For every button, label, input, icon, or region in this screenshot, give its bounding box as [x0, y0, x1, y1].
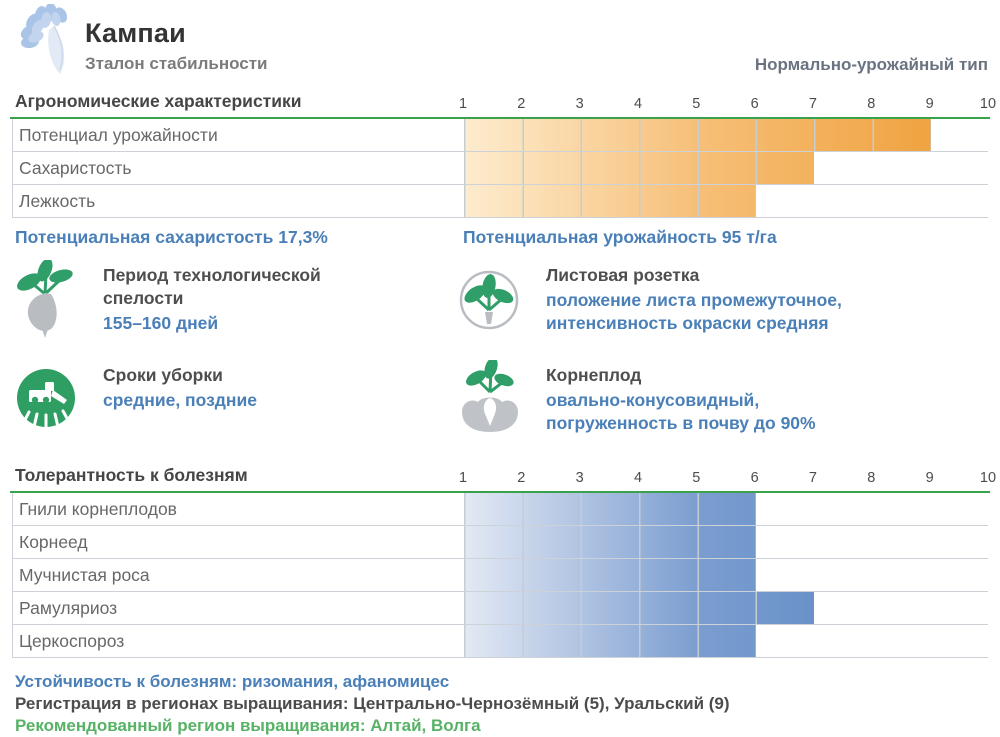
agronomic-rows: Потенциал урожайности Сахаристость Лежкост… — [12, 119, 988, 218]
scale-tick: 10 — [979, 470, 997, 486]
feature-title: Сроки уборки — [103, 365, 223, 385]
scale-tick: 4 — [633, 470, 643, 486]
harvester-icon — [17, 369, 75, 430]
beet-icon — [17, 260, 73, 338]
bar-gridlines — [464, 152, 814, 184]
table-row: Церкоспороз — [13, 625, 988, 658]
bar-gridlines — [464, 493, 756, 525]
bar-gridlines — [464, 559, 756, 591]
scale-tick: 3 — [575, 96, 584, 112]
variety-slogan: Зталон стабильности — [85, 54, 268, 73]
scale-tick: 8 — [867, 96, 876, 112]
green-rule — [10, 117, 990, 119]
feature-rosette: Листовая розетка положение листа промежу… — [448, 260, 980, 360]
scale-tick: 4 — [633, 96, 643, 112]
registration-regions-text: Регистрация в регионах выращивания: Цент… — [15, 694, 730, 713]
disease-chart-section: Толерантность к болезням 1 2 3 4 5 6 7 8 9 10 Гни… — [0, 460, 1000, 658]
feature-text: Листовая розетка положение листа промежу… — [546, 260, 842, 334]
feature-text: Сроки уборки средние, поздние — [103, 360, 257, 412]
yield-type-label: Нормально-урожайный тип — [754, 55, 988, 74]
footer: Устойчивость к болезням: ризомания, афан… — [15, 671, 1000, 737]
feature-grid: Период технологической спелости 155–160 … — [0, 260, 1000, 460]
rating-bar — [464, 119, 931, 151]
disease-resistance-text: Устойчивость к болезням: ризомания, афан… — [15, 672, 450, 691]
scale-tick: 5 — [692, 470, 701, 486]
feature-root: Корнеплод овально-конусовидный, погружен… — [448, 360, 980, 460]
section-title: Толерантность к болезням — [15, 465, 248, 485]
rating-bar — [464, 493, 756, 525]
scale-tick: 2 — [517, 470, 526, 486]
scale-tick: 6 — [750, 470, 759, 486]
scale-tick: 7 — [808, 96, 818, 112]
scale-tick: 7 — [808, 470, 818, 486]
row-label: Церкоспороз — [19, 631, 125, 651]
scale-tick: 3 — [575, 470, 584, 486]
feature-text: Период технологической спелости 155–160 … — [103, 260, 321, 334]
disease-chart-header: Толерантность к болезням 1 2 3 4 5 6 7 8 9 10 — [0, 460, 1000, 491]
rating-bar — [464, 592, 814, 624]
feature-harvest: Сроки уборки средние, поздние — [0, 360, 448, 460]
bar-gridlines — [464, 185, 756, 217]
rating-bar — [464, 185, 756, 217]
row-label: Лежкость — [19, 191, 96, 211]
feature-title: Листовая розетка — [546, 265, 700, 285]
scale-tick: 1 — [458, 470, 468, 486]
feature-value: овально-конусовидный, погруженность в по… — [546, 389, 816, 433]
feature-maturity: Период технологической спелости 155–160 … — [0, 260, 448, 360]
feature-value: средние, поздние — [103, 389, 257, 410]
table-row: Рамуляриоз — [13, 592, 988, 625]
table-row: Гнили корнеплодов — [13, 493, 988, 526]
variety-name: Кампаи — [85, 18, 186, 48]
feature-title: Корнеплод — [546, 365, 642, 385]
recommended-regions-text: Рекомендованный регион выращивания: Алта… — [15, 716, 481, 735]
disease-rows: Гнили корнеплодов Корнеед Мучнистая роса Ра… — [12, 493, 988, 658]
table-row: Сахаристость — [13, 152, 988, 185]
row-label: Сахаристость — [19, 158, 132, 178]
table-row: Потенциал урожайности — [13, 119, 988, 152]
scale-tick: 9 — [925, 470, 934, 486]
table-row: Лежкость — [13, 185, 988, 218]
agronomic-chart-header: Агрономические характеристики 1 2 3 4 5 6 7 8 9 1… — [0, 86, 1000, 117]
feature-value: 155–160 дней — [103, 312, 219, 333]
scale-tick: 9 — [925, 96, 934, 112]
root-in-soil-icon — [462, 360, 518, 432]
feature-text: Корнеплод овально-конусовидный, погружен… — [546, 360, 816, 434]
row-label: Мучнистая роса — [19, 565, 150, 585]
section-title: Агрономические характеристики — [15, 91, 302, 111]
rating-bar — [464, 526, 756, 558]
row-label: Рамуляриоз — [19, 598, 118, 618]
scale-tick: 8 — [867, 470, 876, 486]
scale-tick: 5 — [692, 96, 701, 112]
scale-tick: 2 — [517, 96, 526, 112]
potential-sugar-text: Потенциальная сахаристость 17,3% — [15, 227, 328, 247]
scale-tick: 1 — [458, 96, 468, 112]
feature-value: положение листа промежуточное, интенсивн… — [546, 289, 842, 333]
table-row: Мучнистая роса — [13, 559, 988, 592]
table-row: Корнеед — [13, 526, 988, 559]
agronomic-chart-section: Агрономические характеристики 1 2 3 4 5 6 7 8 9 1… — [0, 86, 1000, 218]
title-block: Кампаи Зталон стабильности — [85, 18, 267, 74]
row-label: Корнеед — [19, 532, 88, 552]
brand-flower-icon — [20, 4, 68, 74]
bar-gridlines — [464, 526, 756, 558]
scale-tick: 6 — [750, 96, 759, 112]
row-label: Потенциал урожайности — [19, 125, 218, 145]
bar-gridlines — [464, 119, 931, 151]
row-label: Гнили корнеплодов — [19, 499, 177, 519]
potential-yield-text: Потенциальная урожайность 95 т/га — [463, 227, 777, 247]
green-rule — [10, 491, 990, 493]
rating-bar — [464, 152, 814, 184]
bar-gridlines — [464, 625, 756, 657]
header: Кампаи Зталон стабильности Нормально-уро… — [0, 0, 1000, 86]
rating-bar — [464, 559, 756, 591]
feature-title: Период технологической спелости — [103, 265, 321, 308]
leaf-rosette-icon — [459, 270, 519, 330]
bar-gridlines — [464, 592, 814, 624]
scale-tick: 10 — [979, 96, 997, 112]
rating-bar — [464, 625, 756, 657]
potential-annotations: Потенциальная сахаристость 17,3% Потенци… — [0, 218, 1000, 254]
